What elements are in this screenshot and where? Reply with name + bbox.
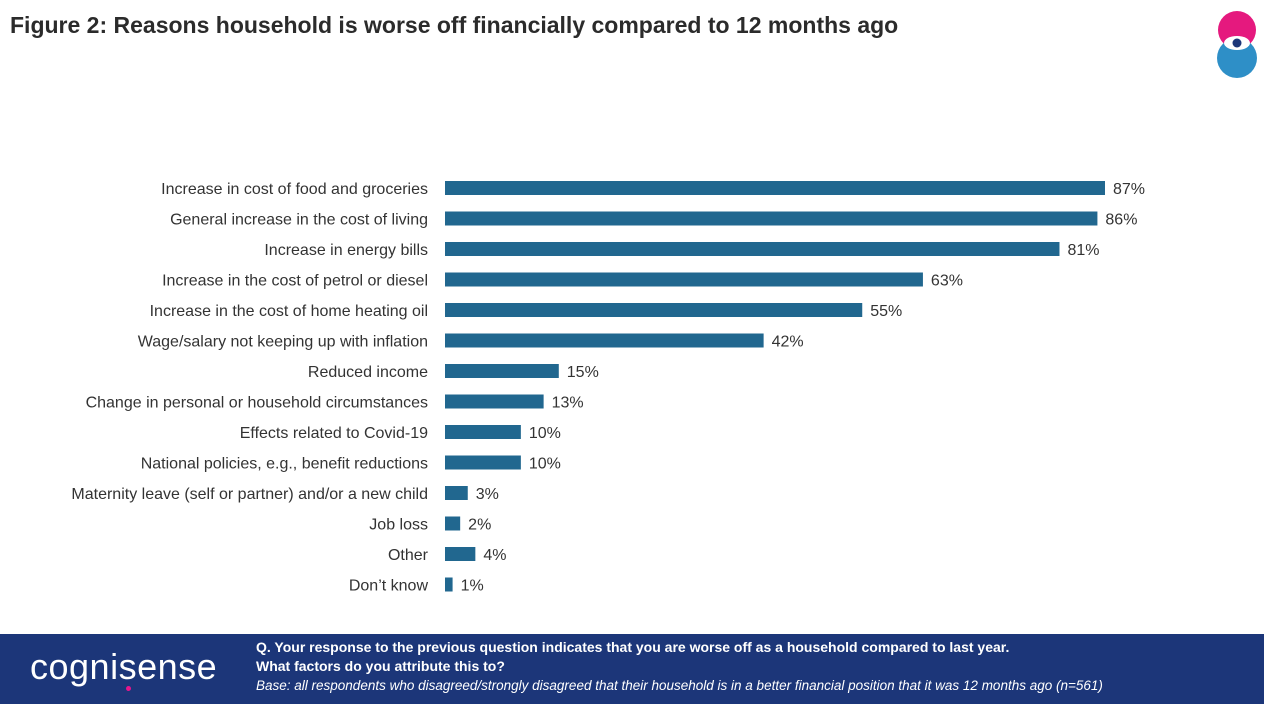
category-label: Increase in cost of food and groceries — [161, 181, 428, 198]
data-label: 63% — [931, 273, 963, 290]
category-label: Reduced income — [308, 364, 428, 381]
category-label: Increase in energy bills — [264, 242, 428, 259]
data-label: 42% — [772, 334, 804, 351]
category-label: Maternity leave (self or partner) and/or… — [71, 486, 428, 503]
bar — [445, 547, 476, 561]
bar — [445, 211, 1098, 226]
data-label: 13% — [552, 395, 584, 412]
data-label: 86% — [1105, 212, 1137, 229]
data-label: 15% — [567, 364, 599, 381]
category-label: Don’t know — [349, 578, 429, 595]
bar — [445, 181, 1105, 195]
category-label: Change in personal or household circumst… — [86, 395, 428, 412]
question-text-line1: Q. Your response to the previous questio… — [256, 639, 1010, 655]
category-label: Effects related to Covid-19 — [240, 425, 428, 442]
data-label: 55% — [870, 303, 902, 320]
data-label: 1% — [461, 578, 484, 595]
category-label: Wage/salary not keeping up with inflatio… — [138, 334, 428, 351]
bar — [445, 455, 521, 470]
category-label: Increase in the cost of home heating oil — [150, 303, 428, 320]
bar — [445, 486, 468, 500]
bar — [445, 364, 559, 378]
bar — [445, 272, 923, 287]
bar — [445, 577, 453, 592]
bar-chart: Increase in cost of food and groceries 87… — [71, 181, 1145, 595]
brand-dot — [126, 686, 131, 691]
category-label: Other — [388, 547, 429, 564]
data-label: 81% — [1067, 242, 1099, 259]
category-label: General increase in the cost of living — [170, 212, 428, 229]
bar — [445, 303, 863, 317]
category-label: Job loss — [369, 517, 428, 534]
data-label: 3% — [476, 486, 499, 503]
data-label: 10% — [529, 425, 561, 442]
data-label: 4% — [483, 547, 506, 564]
footer-banner: cognisense Q. Your response to the previ… — [0, 634, 1264, 704]
base-note: Base: all respondents who disagreed/stro… — [256, 678, 1103, 693]
category-label: Increase in the cost of petrol or diesel — [162, 273, 428, 290]
bar — [445, 333, 764, 348]
bar — [445, 394, 544, 409]
bar — [445, 516, 461, 531]
brand-logo: cognisense — [30, 646, 218, 687]
page-title: Figure 2: Reasons household is worse off… — [10, 12, 899, 38]
question-text-line2: What factors do you attribute this to? — [256, 658, 505, 674]
eye-logo-icon — [1217, 11, 1257, 78]
bar — [445, 425, 521, 439]
data-label: 10% — [529, 456, 561, 473]
category-label: National policies, e.g., benefit reducti… — [141, 456, 428, 473]
data-label: 87% — [1113, 181, 1145, 198]
bar — [445, 242, 1060, 256]
data-label: 2% — [468, 517, 491, 534]
